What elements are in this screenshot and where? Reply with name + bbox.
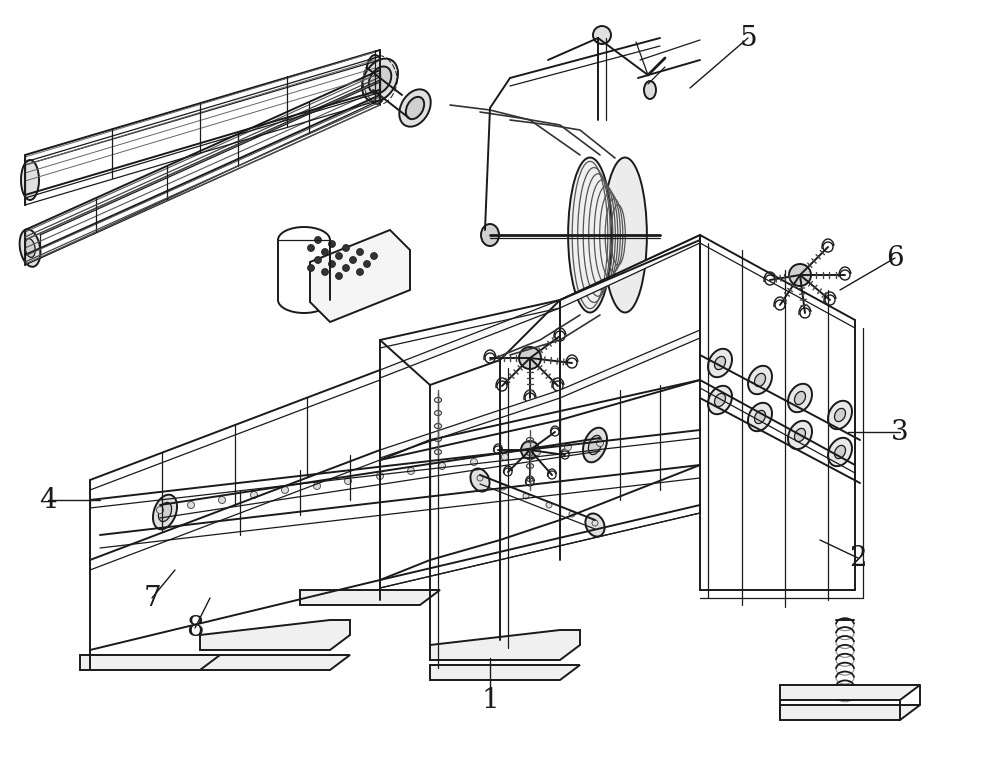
Circle shape [314,483,320,490]
Circle shape [328,261,336,268]
Circle shape [328,241,336,247]
Circle shape [282,487,288,493]
Circle shape [376,473,384,480]
Ellipse shape [754,373,766,386]
Circle shape [350,257,356,264]
Polygon shape [300,590,440,605]
Text: 4: 4 [39,487,57,513]
Circle shape [336,272,342,280]
Ellipse shape [748,402,772,431]
Ellipse shape [153,495,177,530]
Ellipse shape [481,224,499,246]
Circle shape [477,475,483,481]
Circle shape [156,507,164,513]
Circle shape [218,497,226,503]
Circle shape [322,248,328,255]
Ellipse shape [754,410,766,423]
Text: 2: 2 [849,544,867,571]
Circle shape [546,502,552,508]
Ellipse shape [788,384,812,412]
Circle shape [408,467,415,474]
Ellipse shape [794,429,806,442]
Circle shape [308,264,314,271]
Circle shape [569,511,575,517]
Polygon shape [380,235,700,378]
Polygon shape [380,330,700,458]
Circle shape [502,453,509,460]
Circle shape [364,261,370,268]
Circle shape [592,520,598,526]
Ellipse shape [708,348,732,377]
Circle shape [188,501,194,509]
Circle shape [356,248,364,255]
Circle shape [593,26,611,44]
Text: 3: 3 [891,419,909,446]
Ellipse shape [158,503,172,522]
Polygon shape [80,655,220,670]
Polygon shape [200,655,350,670]
Text: 5: 5 [739,25,757,52]
Circle shape [564,443,572,450]
Circle shape [370,252,378,260]
Circle shape [314,237,322,244]
Circle shape [596,439,604,446]
Ellipse shape [644,81,656,99]
Ellipse shape [568,157,612,312]
Ellipse shape [828,401,852,429]
Ellipse shape [588,436,602,455]
Ellipse shape [714,356,726,369]
Circle shape [344,477,352,484]
Circle shape [336,252,342,260]
Ellipse shape [708,386,732,414]
Text: 6: 6 [886,244,904,271]
Circle shape [308,244,314,251]
Ellipse shape [21,160,39,200]
Ellipse shape [362,59,398,102]
Text: 7: 7 [143,584,161,611]
Ellipse shape [399,89,431,126]
Polygon shape [430,630,580,660]
Ellipse shape [583,428,607,463]
Ellipse shape [794,392,806,405]
Ellipse shape [585,513,605,537]
Ellipse shape [714,393,726,406]
Ellipse shape [366,55,384,95]
Circle shape [471,459,478,466]
Ellipse shape [834,446,846,459]
Circle shape [356,268,364,275]
Ellipse shape [366,72,384,104]
Ellipse shape [834,409,846,422]
Ellipse shape [470,469,490,492]
Text: 1: 1 [481,686,499,713]
Circle shape [523,493,529,499]
Circle shape [314,257,322,264]
Ellipse shape [25,238,35,258]
Ellipse shape [406,97,424,120]
Ellipse shape [603,157,647,312]
Circle shape [322,268,328,275]
Circle shape [789,264,811,286]
Ellipse shape [788,421,812,449]
Ellipse shape [369,66,391,93]
Polygon shape [430,665,580,680]
Circle shape [534,449,540,456]
Polygon shape [780,685,920,700]
Polygon shape [780,705,920,720]
Circle shape [438,463,446,470]
Polygon shape [200,620,350,650]
Circle shape [342,244,350,251]
Circle shape [250,491,258,499]
Ellipse shape [828,438,852,466]
Ellipse shape [748,365,772,394]
Circle shape [342,264,350,271]
Polygon shape [310,230,410,322]
Circle shape [519,347,541,369]
Ellipse shape [20,229,40,267]
Circle shape [500,484,506,490]
Text: 8: 8 [186,614,204,641]
Circle shape [521,441,539,459]
